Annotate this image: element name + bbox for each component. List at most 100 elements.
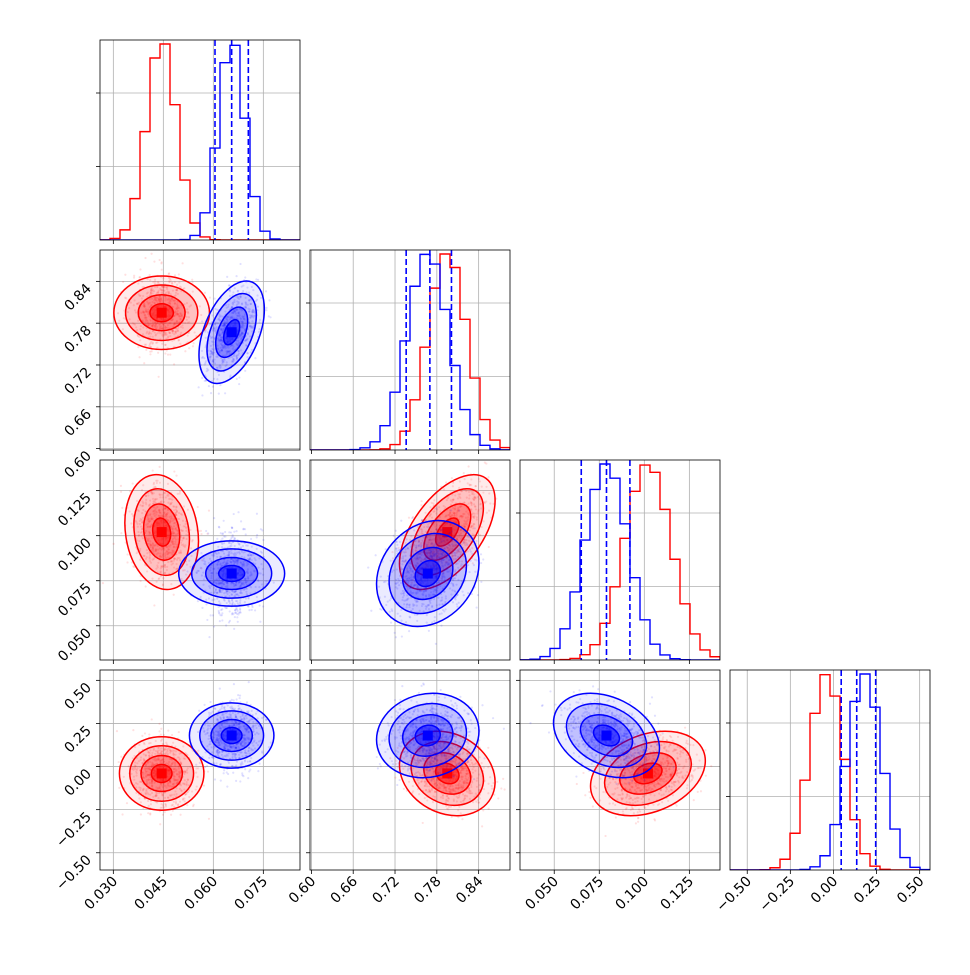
scatter-point-b bbox=[222, 532, 224, 534]
scatter-point-a bbox=[204, 292, 206, 294]
scatter-point-b bbox=[390, 621, 392, 623]
scatter-point-b bbox=[259, 604, 261, 606]
scatter-point-b bbox=[210, 392, 212, 394]
scatter-point-b bbox=[411, 517, 413, 519]
scatter-point-b bbox=[239, 609, 241, 611]
scatter-point-a bbox=[126, 561, 128, 563]
scatter-point-b bbox=[435, 643, 437, 645]
scatter-point-a bbox=[159, 823, 161, 825]
scatter-point-a bbox=[169, 354, 171, 356]
scatter-point-a bbox=[471, 456, 473, 458]
scatter-point-a bbox=[193, 804, 195, 806]
scatter-point-b bbox=[239, 263, 241, 265]
scatter-point-b bbox=[250, 538, 252, 540]
scatter-point-a bbox=[197, 506, 199, 508]
scatter-point-a bbox=[191, 279, 193, 281]
scatter-point-b bbox=[219, 384, 221, 386]
scatter-point-b bbox=[440, 624, 442, 626]
scatter-point-b bbox=[421, 519, 423, 521]
density-peak-b bbox=[227, 327, 237, 337]
scatter-point-a bbox=[170, 814, 172, 816]
scatter-point-b bbox=[201, 320, 203, 322]
scatter-point-b bbox=[224, 535, 226, 537]
y-tick-label: 0.84 bbox=[61, 281, 94, 314]
scatter-point-b bbox=[235, 530, 237, 532]
scatter-point-b bbox=[400, 520, 402, 522]
scatter-point-a bbox=[102, 582, 104, 584]
scatter-point-a bbox=[158, 730, 160, 732]
scatter-point-b bbox=[233, 513, 235, 515]
scatter-point-b bbox=[254, 609, 256, 611]
scatter-point-b bbox=[265, 309, 267, 311]
y-tick-label: 0.050 bbox=[55, 625, 95, 665]
scatter-point-b bbox=[197, 600, 199, 602]
scatter-point-b bbox=[480, 553, 482, 555]
scatter-point-a bbox=[118, 787, 120, 789]
scatter-point-a bbox=[188, 347, 190, 349]
scatter-point-b bbox=[221, 608, 223, 610]
scatter-point-a bbox=[126, 802, 128, 804]
scatter-point-b bbox=[268, 299, 270, 301]
scatter-point-b bbox=[238, 383, 240, 385]
scatter-point-a bbox=[167, 730, 169, 732]
scatter-point-b bbox=[232, 536, 234, 538]
scatter-point-a bbox=[145, 349, 147, 351]
scatter-point-b bbox=[201, 377, 203, 379]
scatter-point-b bbox=[257, 279, 259, 281]
scatter-point-b bbox=[375, 554, 377, 556]
scatter-point-a bbox=[173, 594, 175, 596]
y-tick-label: 0.66 bbox=[61, 406, 94, 439]
scatter-point-a bbox=[173, 363, 175, 365]
scatter-point-b bbox=[225, 624, 227, 626]
scatter-point-b bbox=[268, 315, 270, 317]
scatter-point-b bbox=[235, 275, 237, 277]
scatter-point-a bbox=[162, 814, 164, 816]
scatter-point-b bbox=[262, 539, 264, 541]
scatter-point-a bbox=[133, 275, 135, 277]
scatter-point-a bbox=[208, 818, 210, 820]
scatter-point-b bbox=[221, 537, 223, 539]
scatter-point-b bbox=[219, 620, 221, 622]
scatter-point-b bbox=[221, 614, 223, 616]
scatter-point-a bbox=[172, 810, 174, 812]
scatter-point-b bbox=[226, 276, 228, 278]
scatter-point-b bbox=[261, 529, 263, 531]
scatter-point-a bbox=[174, 274, 176, 276]
scatter-point-b bbox=[212, 386, 214, 388]
scatter-point-a bbox=[207, 771, 209, 773]
scatter-point-a bbox=[151, 718, 153, 720]
scatter-point-b bbox=[198, 386, 200, 388]
scatter-point-b bbox=[435, 508, 437, 510]
scatter-point-a bbox=[159, 259, 161, 261]
scatter-point-a bbox=[149, 353, 151, 355]
scatter-point-a bbox=[158, 723, 160, 725]
y-tick-label: 0.125 bbox=[55, 490, 95, 530]
density-peak-a bbox=[157, 308, 167, 318]
scatter-point-a bbox=[153, 261, 155, 263]
scatter-point-a bbox=[120, 485, 122, 487]
scatter-point-b bbox=[201, 607, 203, 609]
y-tick-label: 0.60 bbox=[61, 448, 94, 481]
scatter-point-a bbox=[158, 376, 160, 378]
scatter-point-b bbox=[231, 526, 233, 528]
scatter-point-b bbox=[228, 284, 230, 286]
scatter-point-b bbox=[476, 606, 478, 608]
scatter-point-b bbox=[221, 619, 223, 621]
scatter-point-a bbox=[120, 756, 122, 758]
scatter-point-a bbox=[487, 476, 489, 478]
scatter-point-a bbox=[184, 350, 186, 352]
scatter-point-a bbox=[167, 354, 169, 356]
scatter-point-b bbox=[236, 616, 238, 618]
scatter-point-b bbox=[218, 526, 220, 528]
scatter-point-b bbox=[207, 532, 209, 534]
scatter-point-a bbox=[147, 812, 149, 814]
scatter-point-b bbox=[242, 528, 244, 530]
scatter-point-b bbox=[237, 511, 239, 513]
scatter-point-b bbox=[210, 614, 212, 616]
scatter-point-a bbox=[178, 731, 180, 733]
scatter-point-b bbox=[216, 538, 218, 540]
density-peak-b bbox=[423, 569, 433, 579]
scatter-point-a bbox=[139, 268, 141, 270]
scatter-point-a bbox=[140, 813, 142, 815]
